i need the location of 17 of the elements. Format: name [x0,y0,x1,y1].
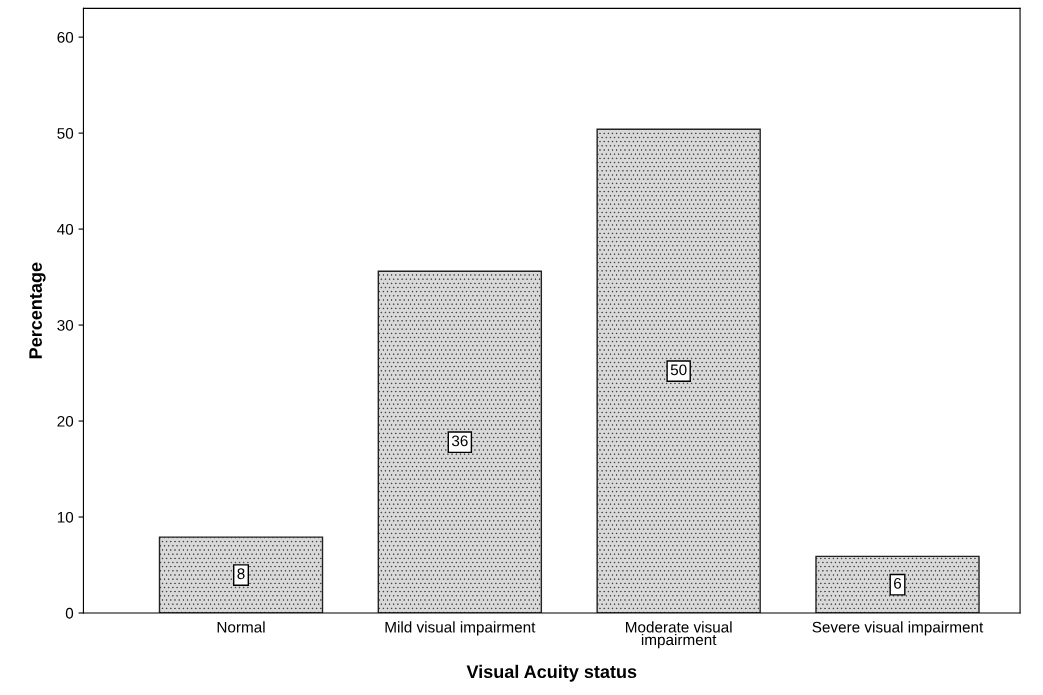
y-tick-label: 20 [57,415,74,427]
x-tick-label: Severe visual impairment [812,621,984,636]
y-tick-label: 40 [57,223,74,235]
y-tick-label: 10 [57,511,74,523]
data-label: 8 [237,568,245,580]
y-tick-label: 30 [57,319,74,331]
y-axis-title: Percentage [29,262,46,359]
y-tick-label: 50 [57,127,74,139]
data-label: 36 [451,435,468,447]
y-tick-label: 0 [65,607,74,619]
data-label: 6 [894,577,902,589]
x-tick-label: Moderate visual impairment [626,621,732,649]
data-label: 50 [670,364,687,376]
x-tick-label: Mild visual impairment [385,621,536,636]
y-tick-label: 60 [57,32,74,43]
x-tick-label: Normal [217,621,265,633]
x-axis-title: Visual Acuity status [466,664,637,682]
